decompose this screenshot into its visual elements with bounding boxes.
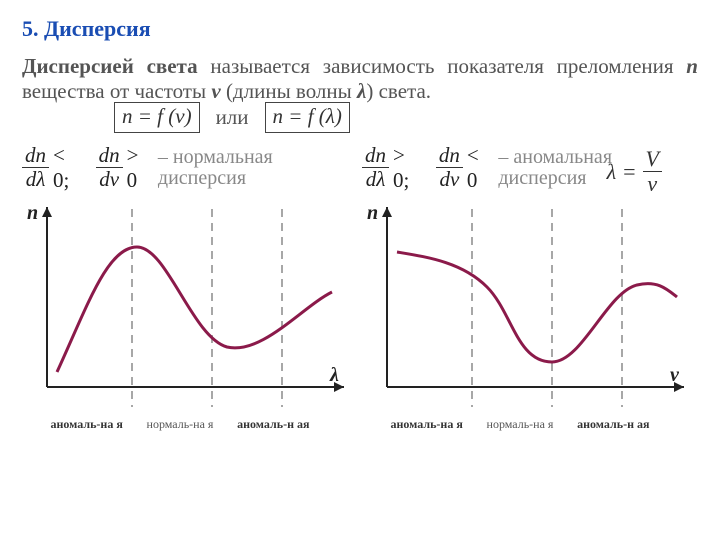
- normal-rel1: < 0;: [53, 143, 84, 193]
- chart-n-vs-lambda: nλ аномаль-на я нормаль-на я аномаль-н а…: [22, 197, 352, 427]
- normal-frac2-den: dν: [96, 168, 122, 190]
- conditions-row: dn dλ < 0; dn dν > 0 – нормальная диспер…: [22, 143, 698, 193]
- right-region-labels: аномаль-на я нормаль-на я аномаль-н ая: [380, 418, 660, 431]
- lambda-eq-num: V: [643, 148, 662, 172]
- left-region-3: аномаль-н ая: [227, 418, 320, 431]
- anom-frac2-num: dn: [436, 145, 463, 168]
- anom-rel2: < 0: [467, 143, 492, 193]
- left-region-1: аномаль-на я: [40, 418, 133, 431]
- svg-text:ν: ν: [670, 364, 680, 386]
- left-region-labels: аномаль-на я нормаль-на я аномаль-н ая: [40, 418, 320, 431]
- symbol-n: n: [686, 54, 698, 78]
- definition-text-1: называется зависимость показателя прелом…: [198, 54, 687, 78]
- svg-text:n: n: [27, 202, 38, 224]
- anom-frac1-num: dn: [362, 145, 389, 168]
- anomalous-dispersion-label: – аномальная дисперсия: [498, 147, 698, 189]
- left-region-2: нормаль-на я: [133, 418, 226, 431]
- right-region-1: аномаль-на я: [380, 418, 473, 431]
- section-title: 5. Дисперсия: [22, 16, 698, 42]
- normal-dispersion-condition: dn dλ < 0; dn dν > 0 – нормальная диспер…: [22, 143, 358, 193]
- lambda-eq-den: ν: [644, 172, 660, 195]
- definition-paragraph: Дисперсией света называется зависимость …: [22, 54, 698, 104]
- equation-row: n = f (ν) или n = f (λ): [114, 102, 698, 133]
- definition-term: Дисперсией света: [22, 54, 198, 78]
- or-label: или: [216, 105, 249, 130]
- normal-frac1-den: dλ: [23, 168, 49, 190]
- anom-rel1: > 0;: [393, 143, 424, 193]
- normal-frac2-num: dn: [96, 145, 123, 168]
- symbol-lambda: λ: [357, 79, 366, 103]
- charts-container: nλ аномаль-на я нормаль-на я аномаль-н а…: [22, 197, 698, 427]
- equation-n-of-nu: n = f (ν): [114, 102, 200, 133]
- right-region-3: аномаль-н ая: [567, 418, 660, 431]
- lambda-equation: λ = V ν: [607, 148, 662, 195]
- anom-frac2-den: dν: [436, 168, 462, 190]
- normal-rel2: > 0: [127, 143, 152, 193]
- right-region-2: нормаль-на я: [473, 418, 566, 431]
- chart-n-vs-nu: nν аномаль-на я нормаль-на я аномаль-н а…: [362, 197, 692, 427]
- svg-text:n: n: [367, 202, 378, 224]
- definition-text-4: ) света.: [366, 79, 431, 103]
- symbol-nu: ν: [211, 79, 220, 103]
- definition-text-3: (длины волны: [221, 79, 357, 103]
- definition-text-2: вещества от частоты: [22, 79, 211, 103]
- svg-text:λ: λ: [329, 364, 339, 386]
- equation-n-of-lambda: n = f (λ): [265, 102, 350, 133]
- normal-dispersion-label: – нормальная дисперсия: [158, 147, 358, 189]
- anom-frac1-den: dλ: [363, 168, 389, 190]
- normal-frac1-num: dn: [22, 145, 49, 168]
- lambda-eq-left: λ =: [607, 159, 637, 185]
